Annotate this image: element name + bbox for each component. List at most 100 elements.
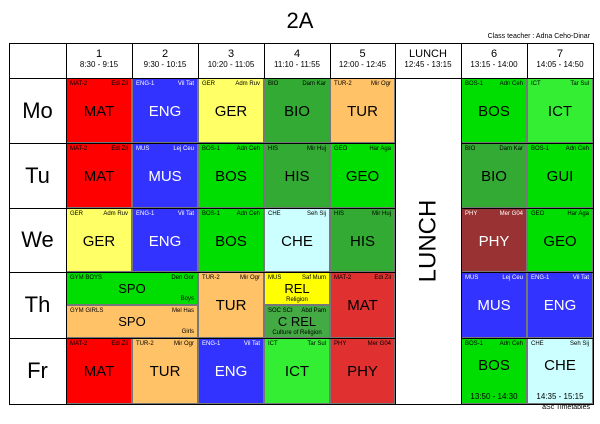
period-number: 3 <box>227 48 235 60</box>
lesson-code: GYM GIRLS <box>70 308 104 314</box>
lesson-code: ENG-1 <box>531 275 550 281</box>
lesson-cell[interactable]: HIS Mir Huj HIS <box>264 143 330 208</box>
lesson-cell[interactable]: BOS-1 Adn Ceh BOS <box>198 208 264 272</box>
lesson-subject: MAT <box>347 297 378 314</box>
lesson-cell[interactable]: PHY Mer G04 PHY <box>330 338 395 404</box>
lesson-subject: GEO <box>543 233 577 250</box>
lesson-subject: SPO <box>118 314 146 329</box>
lesson-code: TUR-2 <box>202 275 220 281</box>
lesson-cell[interactable]: ICT Tar Sul ICT <box>527 78 593 143</box>
grid-line <box>9 78 593 79</box>
lesson-cell[interactable]: CHE Seh Sij CHE <box>264 208 330 272</box>
period-time: 9:30 - 10:15 <box>143 59 187 69</box>
grid-line <box>9 43 593 44</box>
lesson-cell[interactable]: MAT-2 Edi Zil MAT <box>330 272 395 338</box>
lunch-label: LUNCH <box>414 199 441 283</box>
lesson-teacher: Abd Pam <box>301 308 326 314</box>
lesson-code: TUR-2 <box>136 341 154 347</box>
lesson-subject: ICT <box>547 103 573 120</box>
lesson-teacher: Seh Sij <box>569 341 589 347</box>
lesson-teacher: Tar Sul <box>570 81 589 87</box>
lesson-code: HIS <box>334 211 345 217</box>
lesson-cell[interactable]: GEO Har Aga GEO <box>527 208 593 272</box>
lesson-cell[interactable]: MAT-2 Edi Zil MAT <box>66 338 132 404</box>
lesson-cell[interactable]: TUR-2 Mir Ogr TUR <box>198 272 264 338</box>
lesson-teacher: Edi Zil <box>111 81 128 87</box>
lesson-teacher: Mir Huj <box>372 211 391 217</box>
lesson-teacher: Dam Kar <box>302 81 326 87</box>
lesson-extra: Culture of Religion <box>272 330 322 336</box>
lesson-cell[interactable]: BIO Dam Kar BIO <box>461 143 527 208</box>
lesson-cell[interactable]: GER Adm Ruv GER <box>66 208 132 272</box>
grid-line <box>461 338 593 339</box>
lesson-subject: BIO <box>284 103 310 120</box>
period-time: 13:15 - 14:00 <box>470 59 518 69</box>
lesson-teacher: Den Gor <box>171 275 194 281</box>
lesson-code: MUS <box>268 275 282 281</box>
lesson-cell[interactable]: ENG-1 Vil Tat ENG <box>132 78 198 143</box>
lesson-teacher: Mer G04 <box>499 211 523 217</box>
lesson-code: BOS-1 <box>465 341 484 347</box>
lesson-code: MAT-2 <box>70 81 88 87</box>
lesson-subject: MAT <box>83 103 115 120</box>
lesson-code: BOS-1 <box>202 211 221 217</box>
lesson-cell[interactable]: BOS-1 Adn Ceh BOS <box>198 143 264 208</box>
lesson-code: BIO <box>465 146 476 152</box>
period-time: 11:10 - 11:55 <box>274 59 320 69</box>
lesson-code: ICT <box>268 341 278 347</box>
lesson-cell[interactable]: GEO Har Aga GEO <box>330 143 395 208</box>
lesson-teacher: Har Aga <box>567 211 589 217</box>
lesson-cell[interactable]: ICT Tar Sul ICT <box>264 338 330 404</box>
lesson-cell[interactable]: GYM BOYS Den Gor SPO Boys <box>66 272 198 305</box>
lesson-subject: HIS <box>349 233 375 250</box>
day-label: We <box>21 227 54 252</box>
lesson-cell[interactable]: SOC SCI Abd Pam C REL Culture of Religion <box>264 305 330 338</box>
lesson-teacher: Adm Ruv <box>103 211 128 217</box>
lesson-teacher: Adn Ceh <box>499 341 523 347</box>
lesson-cell[interactable]: MUS Lej Ceu MUS <box>132 143 198 208</box>
period-header: 5 12:00 - 12:45 <box>330 48 395 78</box>
lesson-cell[interactable]: MAT-2 Edi Zil MAT <box>66 78 132 143</box>
day-label: Th <box>24 292 51 317</box>
lesson-teacher: Adn Ceh <box>565 146 589 152</box>
lesson-cell[interactable]: MAT-2 Edi Zil MAT <box>66 143 132 208</box>
lesson-teacher: Seh Sij <box>306 211 326 217</box>
lesson-code: MUS <box>465 275 479 281</box>
lesson-cell[interactable]: HIS Mir Huj HIS <box>330 208 395 272</box>
period-header: LUNCH 12:45 - 13:15 <box>395 48 461 78</box>
lesson-cell[interactable]: PHY Mer G04 PHY <box>461 208 527 272</box>
lesson-teacher: Vil Tat <box>177 211 194 217</box>
lesson-cell[interactable]: TUR-2 Mir Ogr TUR <box>330 78 395 143</box>
lesson-cell[interactable]: BOS-1 Adn Ceh BOS <box>461 78 527 143</box>
lesson-cell[interactable]: BOS-1 Adn Ceh BOS 13:50 - 14:30 <box>461 338 527 404</box>
lesson-code: BOS-1 <box>202 146 221 152</box>
lesson-code: PHY <box>334 341 347 347</box>
lesson-cell[interactable]: ENG-1 Vil Tat ENG <box>132 208 198 272</box>
lesson-cell[interactable]: GER Adm Ruv GER <box>198 78 264 143</box>
lesson-subject: MAT <box>83 363 115 380</box>
period-header: 3 10:20 - 11:05 <box>198 48 264 78</box>
lesson-subject: MUS <box>148 168 182 185</box>
lesson-cell[interactable]: ENG-1 Vil Tat ENG <box>527 272 593 338</box>
lesson-subject: REL <box>284 281 310 296</box>
lesson-subject: BOS <box>215 168 247 185</box>
lesson-cell[interactable]: MUS Lej Ceu MUS <box>461 272 527 338</box>
period-number: 6 <box>490 48 498 60</box>
period-number: 7 <box>556 48 564 60</box>
period-header: 7 14:05 - 14:50 <box>527 48 593 78</box>
lesson-subject: MUS <box>477 297 511 314</box>
lesson-subject: ICT <box>284 363 310 380</box>
lesson-teacher: Edi Zil <box>111 341 128 347</box>
lesson-cell[interactable]: CHE Seh Sij CHE 14:35 - 15:15 <box>527 338 593 404</box>
grid-line <box>9 272 66 273</box>
lesson-code: HIS <box>268 146 279 152</box>
grid-line <box>330 43 331 78</box>
lesson-cell[interactable]: ENG-1 Vil Tat ENG <box>198 338 264 404</box>
lesson-cell[interactable]: GYM GIRLS Mel Has SPO Girls <box>66 305 198 338</box>
lesson-cell[interactable]: TUR-2 Mir Ogr TUR <box>132 338 198 404</box>
lesson-cell[interactable]: BIO Dam Kar BIO <box>264 78 330 143</box>
lesson-subject: ENG <box>148 103 182 120</box>
lesson-cell[interactable]: BOS-1 Adn Ceh GUI <box>527 143 593 208</box>
lesson-cell[interactable]: MUS Saf Mum REL Religion <box>264 272 330 305</box>
grid-line <box>9 208 66 209</box>
